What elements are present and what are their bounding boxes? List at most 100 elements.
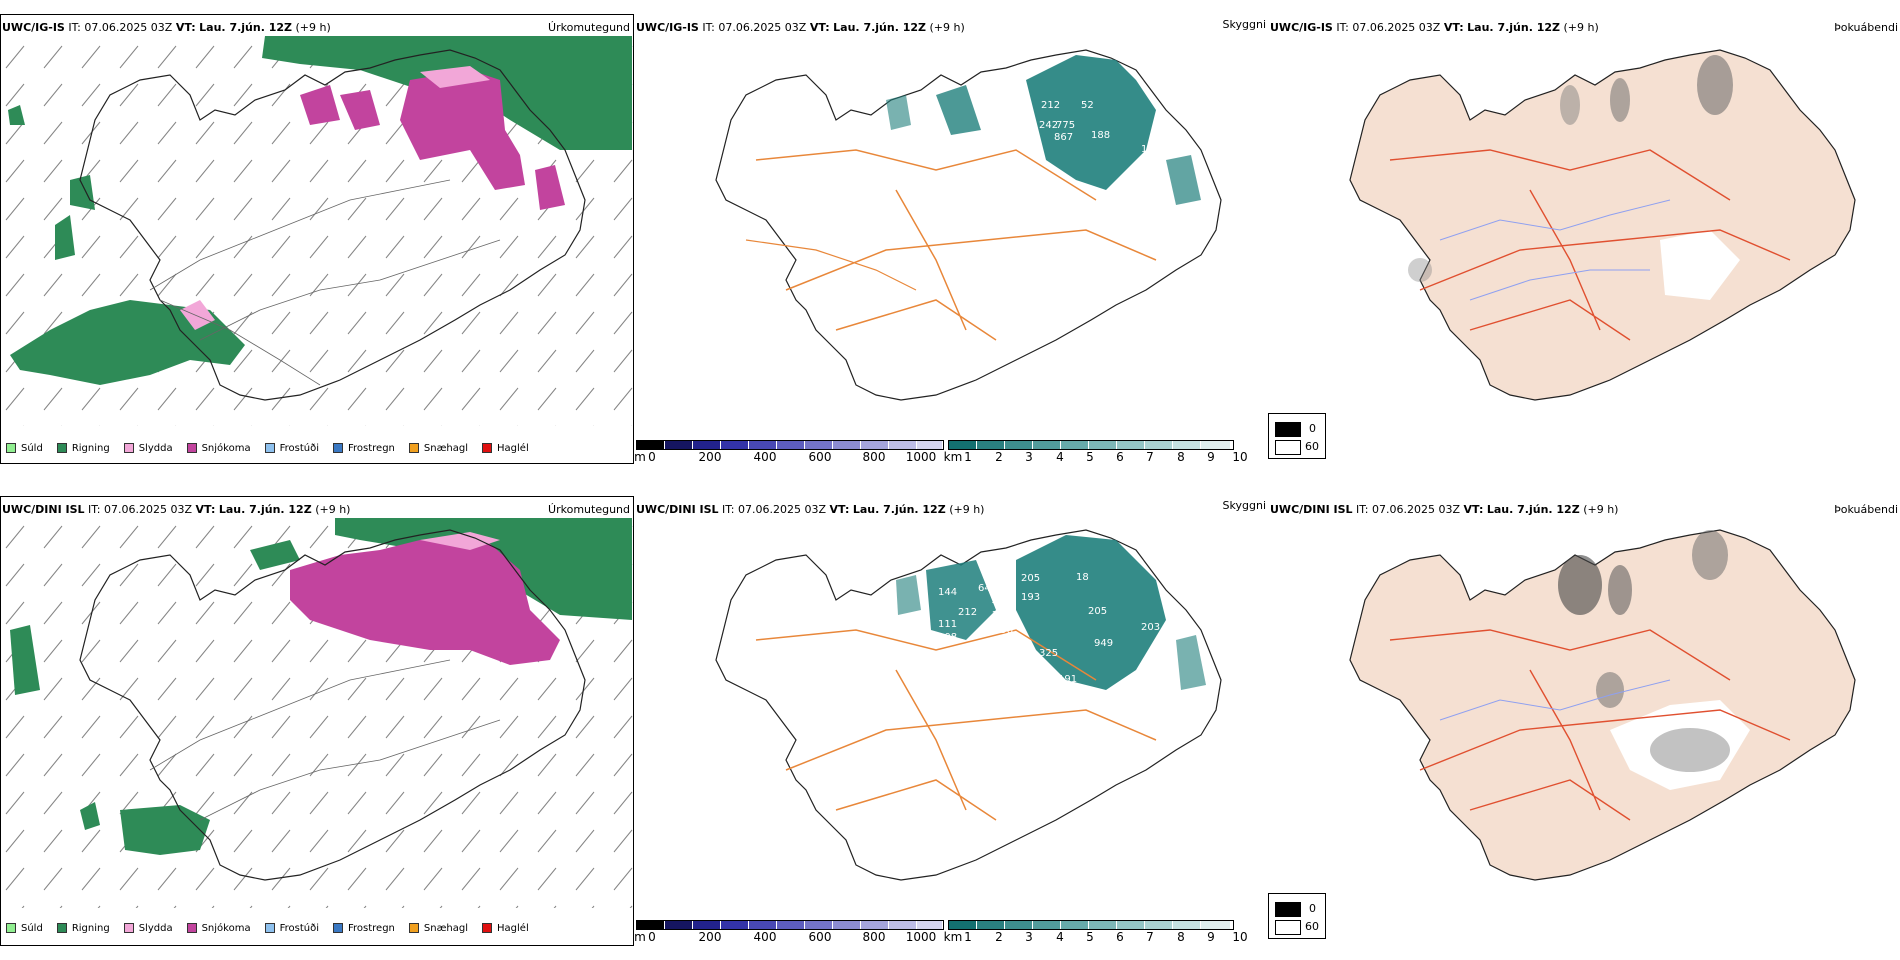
lead-time: (+9 h) — [929, 21, 965, 34]
height-label: 242 — [1039, 120, 1058, 131]
height-unit: m — [634, 930, 646, 944]
tick-label: 8 — [1177, 930, 1185, 944]
tick-label: 600 — [808, 930, 832, 944]
height-label: 167 — [991, 595, 1010, 606]
vt-value: Lau. 7.jún. 12Z — [199, 21, 293, 34]
height-label: 144 — [938, 587, 957, 598]
tick-label: 1000 — [905, 450, 937, 464]
vt-value: Lau. 7.jún. 12Z — [852, 503, 946, 516]
legend-label: Snæhagl — [423, 922, 469, 934]
tick-label: 400 — [753, 930, 777, 944]
model-name: UWC/IG-IS — [2, 21, 65, 34]
tick-label: 4 — [1056, 450, 1064, 464]
tick-label: 8 — [1177, 450, 1185, 464]
precip-type-title: Úrkomutegund — [548, 503, 630, 516]
model-name: UWC/DINI ISL — [2, 503, 85, 516]
fog-swatch-light — [1275, 440, 1301, 455]
vt-label: VT: — [1443, 21, 1464, 34]
legend-item-frostregn: Frostregn — [333, 443, 395, 454]
fog-low-label: 60 — [1305, 920, 1319, 933]
visibility-unit: km — [943, 450, 963, 464]
it-value: 07.06.2025 03Z — [1352, 21, 1441, 34]
fog-legend-top: 0 60 — [1268, 413, 1326, 459]
panel-header-top-left: UWC/IG-IS IT: 07.06.2025 03Z VT: Lau. 7.… — [2, 21, 331, 34]
fog-swatch-light — [1275, 920, 1301, 935]
legend-swatch — [264, 923, 275, 933]
fog-high-label: 0 — [1309, 422, 1316, 435]
fog-legend-bottom: 0 60 — [1268, 893, 1326, 939]
height-label: 867 — [1054, 132, 1073, 143]
it-label: IT: — [1356, 503, 1369, 516]
model-name: UWC/IG-IS — [1270, 21, 1333, 34]
fog-title: Þokuábendi — [1834, 503, 1898, 516]
visibility-title: Skyggni — [1222, 499, 1266, 512]
it-label: IT: — [88, 503, 101, 516]
legend-item-sudd: Súld — [6, 923, 43, 934]
precip-type-map-top — [1, 36, 633, 426]
tick-label: 800 — [862, 930, 886, 944]
legend-label: Súld — [21, 442, 43, 454]
vt-label: VT: — [1463, 503, 1484, 516]
legend-swatch — [264, 443, 275, 453]
vt-value: Lau. 7.jún. 12Z — [833, 21, 927, 34]
visibility-title: Skyggni — [1222, 18, 1266, 31]
height-ticks-bottom: m 0 200 400 600 800 1000 — [634, 930, 946, 944]
legend-item-frostregn: Frostregn — [333, 923, 395, 934]
legend-label: Slydda — [138, 442, 173, 454]
tick-label: 5 — [1086, 450, 1094, 464]
height-label: 193 — [1021, 592, 1040, 603]
precip-type-title: Úrkomutegund — [548, 21, 630, 34]
tick-label: 3 — [1025, 450, 1033, 464]
vt-label: VT: — [195, 503, 216, 516]
precip-type-panel-top — [0, 14, 634, 464]
fog-low-label: 60 — [1305, 440, 1319, 453]
legend-label: Snæhagl — [423, 442, 469, 454]
vt-value: Lau. 7.jún. 12Z — [218, 503, 312, 516]
legend-label: Rigning — [71, 442, 110, 454]
tick-label: 4 — [1056, 930, 1064, 944]
legend-label: Frostúði — [279, 922, 319, 934]
fog-swatch-dark — [1275, 422, 1301, 437]
height-label: 18 — [1076, 572, 1089, 583]
legend-item-frostudi: Frostúði — [264, 443, 319, 454]
precip-legend-top: Súld Rigning Slydda Snjókoma Frostúði Fr… — [6, 440, 543, 456]
legend-label: Frostregn — [348, 922, 395, 934]
legend-swatch — [186, 443, 197, 453]
tick-label: 0 — [648, 450, 656, 464]
legend-swatch — [186, 923, 197, 933]
model-name: UWC/DINI ISL — [636, 503, 719, 516]
tick-label: 7 — [1146, 450, 1154, 464]
tick-label: 6 — [1116, 930, 1124, 944]
tick-label: 6 — [1116, 450, 1124, 464]
it-label: IT: — [1336, 21, 1349, 34]
tick-label: 7 — [1146, 930, 1154, 944]
legend-swatch — [123, 443, 134, 453]
legend-item-snaehagl: Snæhagl — [408, 442, 469, 454]
height-label: 212 — [958, 607, 977, 618]
legend-item-frostudi: Frostúði — [264, 922, 319, 934]
legend-swatch — [56, 923, 67, 933]
height-label: 160 — [801, 824, 820, 835]
tick-label: 10 — [1232, 930, 1248, 944]
tick-label: 200 — [698, 450, 722, 464]
panel-header-bottom-right: UWC/DINI ISL IT: 07.06.2025 03Z VT: Lau.… — [1270, 503, 1618, 516]
lead-time: (+9 h) — [1583, 503, 1619, 516]
model-name: UWC/DINI ISL — [1270, 503, 1353, 516]
height-ticks-top: m 0 200 400 600 800 1000 — [634, 450, 946, 464]
panel-header-top-right: UWC/IG-IS IT: 07.06.2025 03Z VT: Lau. 7.… — [1270, 21, 1599, 34]
fog-title: Þokuábendi — [1834, 21, 1898, 34]
it-label: IT: — [722, 503, 735, 516]
legend-swatch — [408, 923, 419, 933]
height-label: 698 — [994, 625, 1013, 636]
fog-swatch-dark — [1275, 902, 1301, 917]
legend-item-rigning: Rigning — [56, 442, 110, 454]
height-label: 203 — [992, 610, 1011, 621]
vt-label: VT: — [829, 503, 850, 516]
tick-label: 1000 — [905, 930, 937, 944]
it-label: IT: — [702, 21, 715, 34]
visibility-ticks-top: km 1 2 3 4 5 6 7 8 9 10 — [943, 450, 1248, 464]
tick-label: 200 — [698, 930, 722, 944]
fog-high-label: 0 — [1309, 902, 1316, 915]
height-label: 325 — [1039, 648, 1058, 659]
lead-time: (+9 h) — [315, 503, 351, 516]
